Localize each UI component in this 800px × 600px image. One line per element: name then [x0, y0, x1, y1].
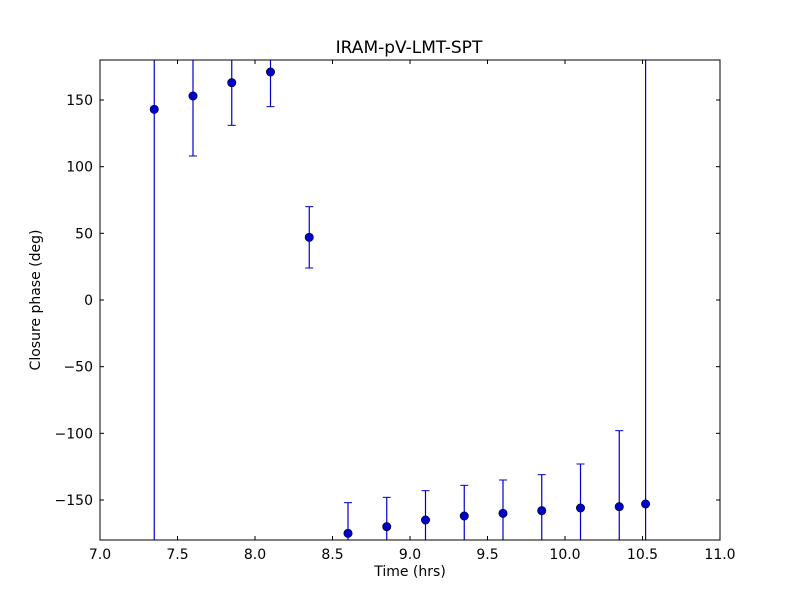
data-point [420, 515, 430, 525]
chart-title: IRAM-pV-LMT-SPT [336, 38, 483, 58]
data-point [304, 232, 314, 242]
data-point [227, 78, 237, 88]
y-axis: 150 100 50 0 −50 −100 −150 [55, 93, 720, 509]
data-point [188, 91, 198, 101]
y-tick-label: −100 [55, 426, 93, 442]
y-tick-label: 100 [66, 160, 93, 176]
x-tick-label: 10.0 [549, 547, 580, 563]
x-tick-label: 11.0 [704, 547, 735, 563]
y-tick-label: 0 [84, 293, 93, 309]
data-point [265, 67, 275, 77]
x-tick-label: 9.0 [399, 547, 421, 563]
x-tick-label: 10.5 [627, 547, 658, 563]
data-point [149, 104, 159, 114]
y-tick-label: 50 [75, 226, 93, 242]
y-tick-label: −50 [63, 360, 93, 376]
x-tick-label: 7.5 [166, 547, 188, 563]
x-tick-label: 8.5 [321, 547, 343, 563]
x-tick-label: 8.0 [244, 547, 266, 563]
data-point [641, 499, 651, 509]
y-tick-label: 150 [66, 93, 93, 109]
data-layer [149, 60, 651, 540]
data-point [343, 528, 353, 538]
data-point [537, 506, 547, 516]
data-point [459, 511, 469, 521]
y-tick-label: −150 [55, 493, 93, 509]
y-axis-label: Closure phase (deg) [28, 230, 44, 371]
x-tick-label: 9.5 [476, 547, 498, 563]
x-axis: 7.0 7.5 8.0 8.5 9.0 9.5 10.0 10.5 11.0 [89, 60, 736, 563]
data-point [382, 522, 392, 532]
data-point [575, 503, 585, 513]
data-point [498, 508, 508, 518]
x-axis-label: Time (hrs) [373, 564, 446, 580]
data-point [614, 502, 624, 512]
x-tick-label: 7.0 [89, 547, 111, 563]
